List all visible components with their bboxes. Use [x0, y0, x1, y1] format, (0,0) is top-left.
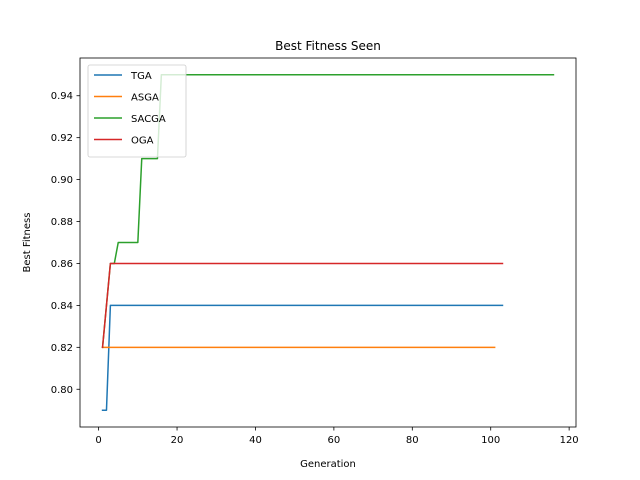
- x-axis-ticks: 0 20 40 60 80 100 120: [95, 427, 579, 446]
- series-line-oga: [101, 262, 504, 349]
- y-tick-label: 0.80: [51, 385, 73, 396]
- y-tick-label: 0.90: [51, 175, 73, 186]
- y-tick-label: 0.92: [51, 133, 73, 144]
- series-line-tga: [101, 304, 504, 411]
- legend-box: [87, 64, 187, 158]
- legend: TGA ASGA SACGA OGA: [87, 64, 187, 158]
- legend-label-asga: ASGA: [131, 93, 159, 104]
- x-tick-label: 20: [171, 435, 184, 446]
- y-axis-label: Best Fitness: [22, 213, 33, 273]
- x-tick-label: 120: [560, 435, 579, 446]
- x-tick-label: 40: [249, 435, 262, 446]
- x-tick-label: 100: [481, 435, 500, 446]
- y-tick-label: 0.94: [51, 91, 73, 102]
- legend-label-tga: TGA: [130, 71, 152, 82]
- x-tick-label: 0: [95, 435, 101, 446]
- legend-label-oga: OGA: [131, 136, 154, 147]
- y-tick-label: 0.86: [51, 259, 73, 270]
- y-axis-ticks: 0.80 0.82 0.84 0.86 0.88 0.90 0.92 0.94: [51, 91, 80, 396]
- y-tick-label: 0.82: [51, 343, 73, 354]
- chart-title: Best Fitness Seen: [275, 39, 381, 53]
- x-tick-label: 60: [328, 435, 341, 446]
- legend-label-sacga: SACGA: [131, 114, 166, 125]
- x-axis-label: Generation: [300, 459, 356, 470]
- plot-frame: [79, 57, 577, 428]
- y-tick-label: 0.84: [51, 301, 73, 312]
- y-tick-label: 0.88: [51, 217, 73, 228]
- x-tick-label: 80: [406, 435, 419, 446]
